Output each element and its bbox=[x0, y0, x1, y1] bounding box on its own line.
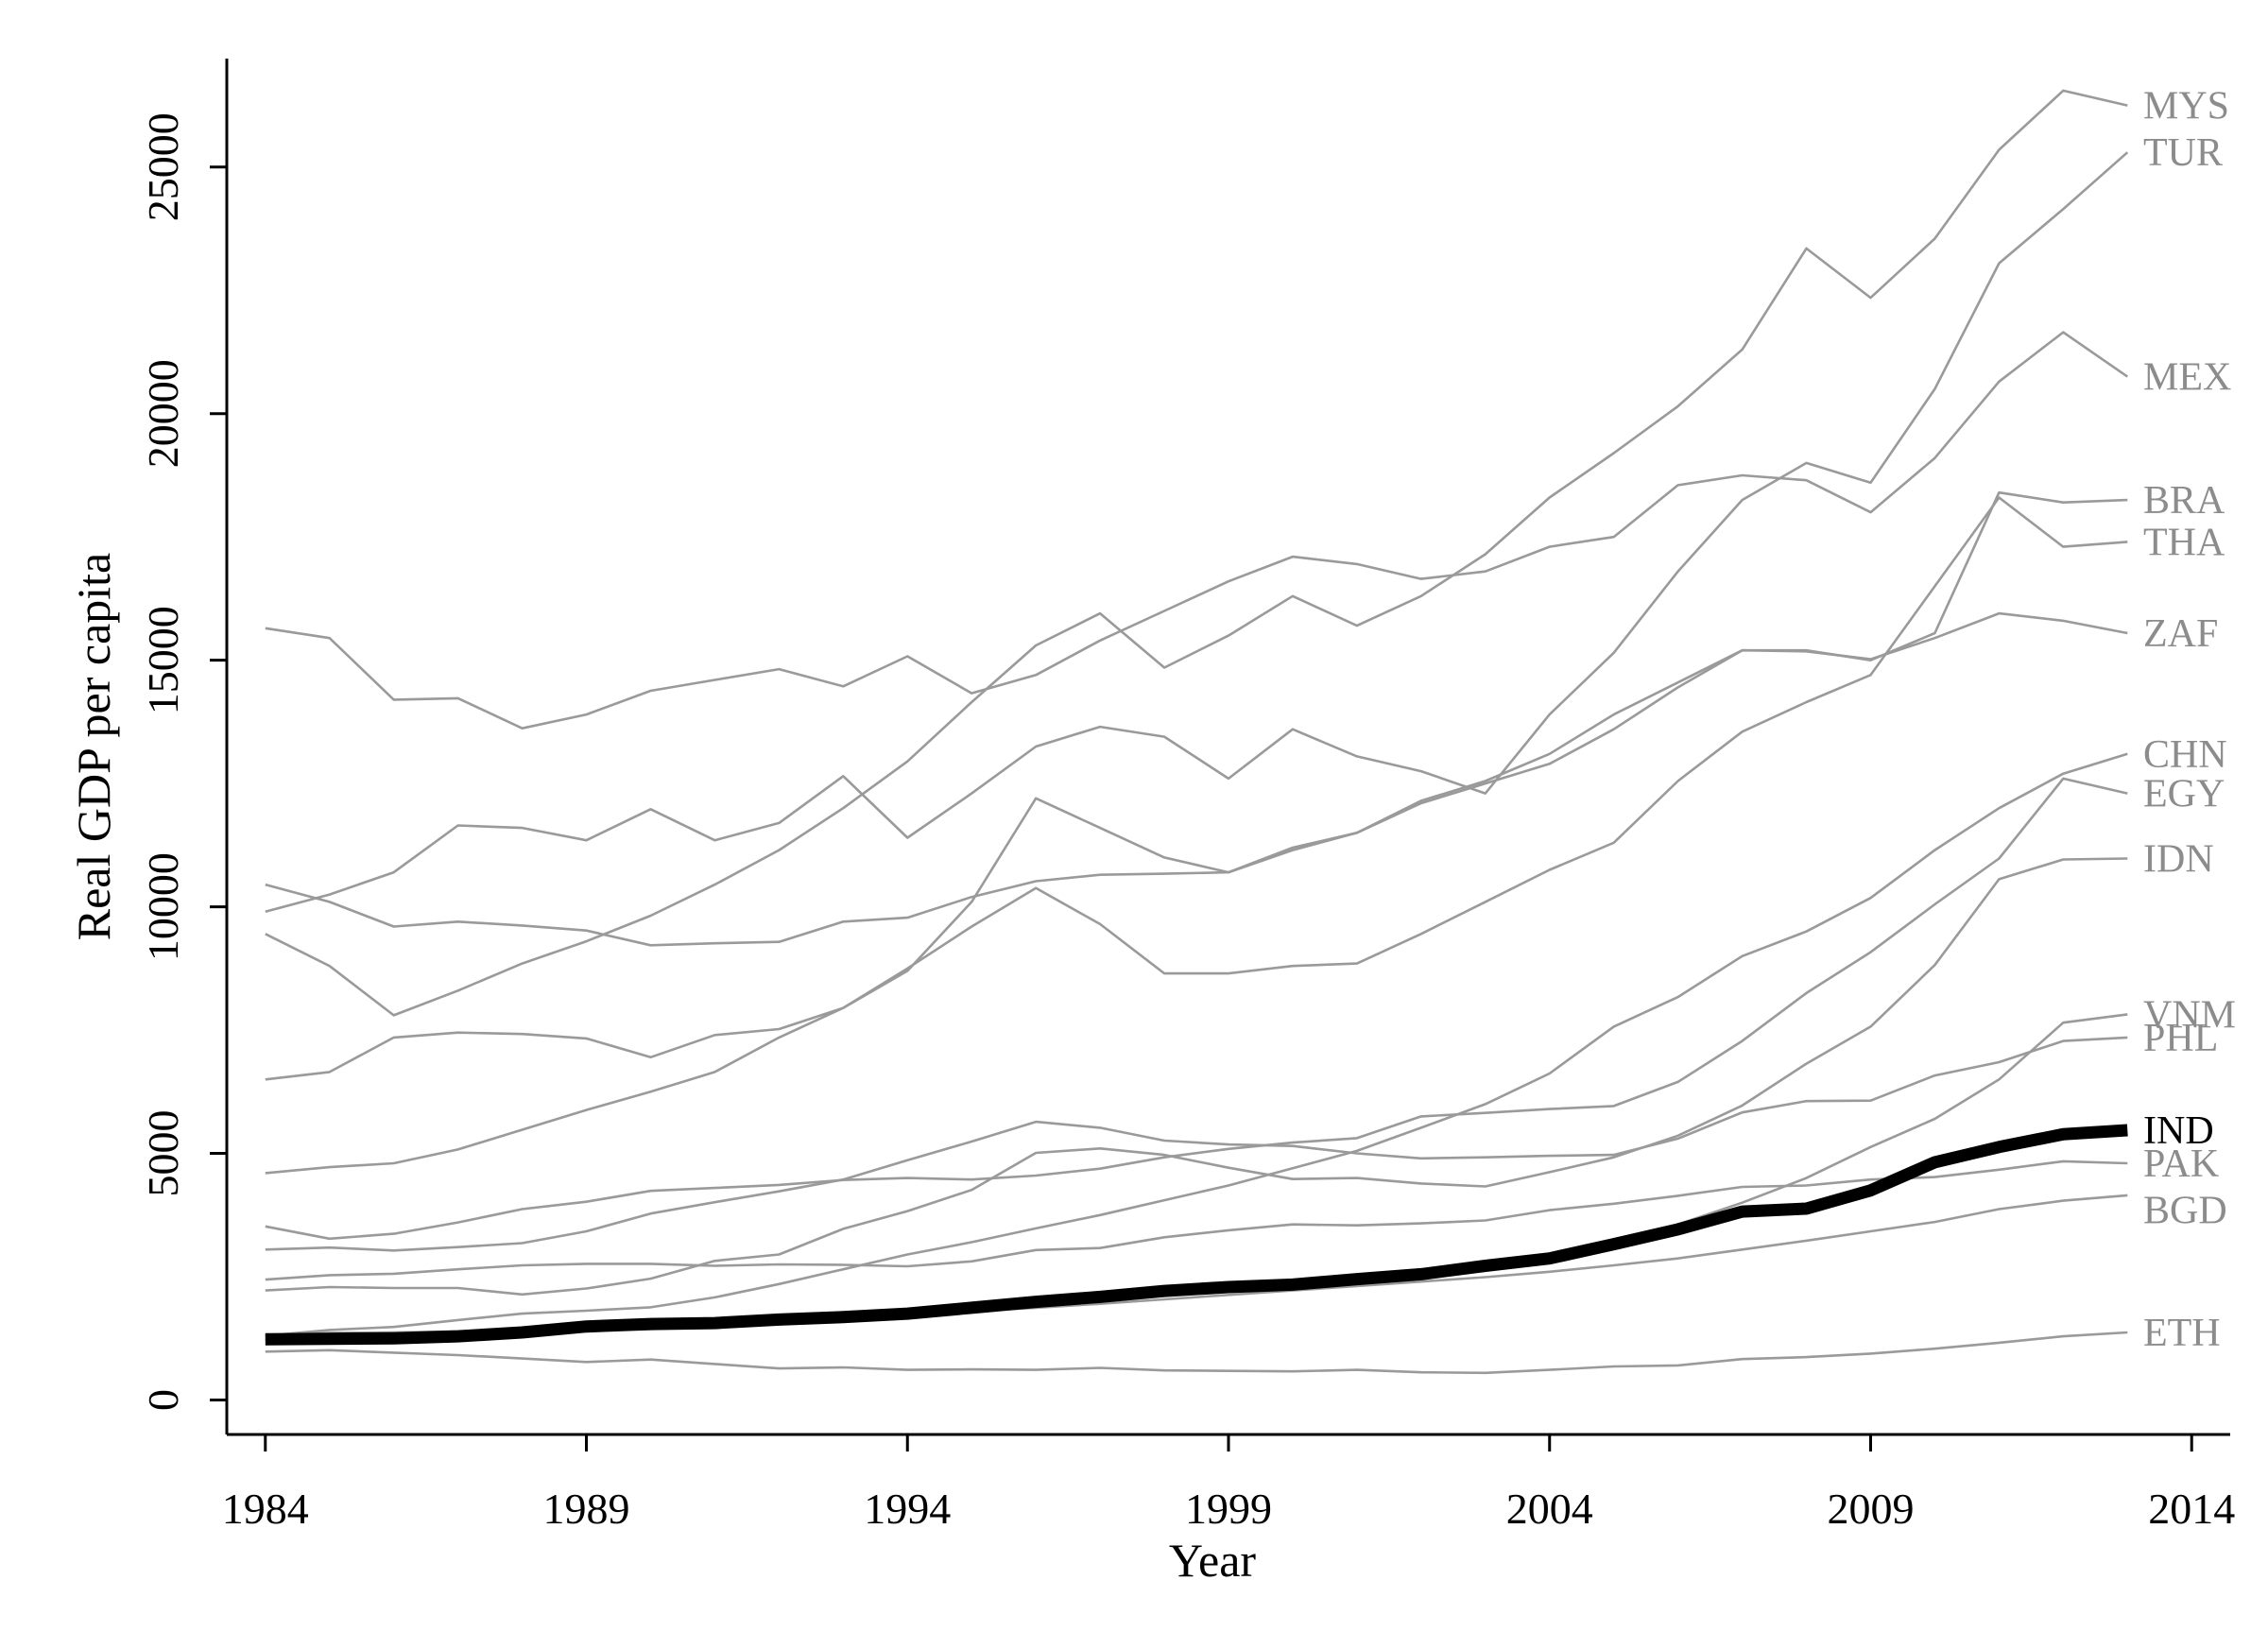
series-label-pak: PAK bbox=[2143, 1142, 2219, 1186]
y-tick-label: 10000 bbox=[139, 852, 187, 961]
series-label-ind: IND bbox=[2143, 1109, 2214, 1153]
x-tick-label: 2014 bbox=[2148, 1485, 2235, 1533]
series-label-bgd: BGD bbox=[2143, 1190, 2227, 1233]
x-tick-label: 1999 bbox=[1185, 1485, 1272, 1533]
y-tick-label: 15000 bbox=[139, 606, 187, 714]
y-axis-title: Real GDP per capita bbox=[67, 553, 120, 941]
series-line-chn bbox=[265, 752, 2128, 1337]
axes-layer bbox=[225, 59, 2230, 1436]
series-line-tha bbox=[265, 496, 2128, 1175]
series-line-ind bbox=[265, 1124, 2128, 1346]
x-tick-label: 2009 bbox=[1827, 1485, 1914, 1533]
series-line-tur bbox=[265, 151, 2129, 914]
series-label-mex: MEX bbox=[2143, 356, 2231, 400]
series-line-egy bbox=[265, 777, 2128, 1241]
series-line-bra bbox=[265, 490, 2128, 947]
y-tick-label: 25000 bbox=[139, 112, 187, 221]
series-line-phl bbox=[265, 1036, 2128, 1252]
series-label-chn: CHN bbox=[2143, 733, 2227, 777]
x-tick-label: 1984 bbox=[222, 1485, 309, 1533]
series-label-mys: MYS bbox=[2143, 85, 2229, 129]
y-tick-label: 20000 bbox=[139, 359, 187, 468]
x-axis-title: Year bbox=[1169, 1534, 1256, 1587]
highlight-layer bbox=[265, 1124, 2128, 1346]
series-label-bra: BRA bbox=[2143, 479, 2225, 523]
x-tick-label: 1994 bbox=[864, 1485, 951, 1533]
series-label-zaf: ZAF bbox=[2143, 612, 2218, 656]
series-label-idn: IDN bbox=[2143, 838, 2214, 882]
series-line-zaf bbox=[265, 89, 2128, 1017]
series-label-tha: THA bbox=[2143, 521, 2225, 564]
x-tick-label: 2004 bbox=[1506, 1485, 1593, 1533]
series-line-idn bbox=[265, 857, 2128, 1297]
series-line-eth bbox=[265, 1331, 2128, 1375]
series-label-phl: PHL bbox=[2143, 1017, 2218, 1060]
series-label-vnm: VNM bbox=[2143, 993, 2236, 1037]
ticks-layer: 1984 1989 1994 1999 2004 2009 2014 0 5000 10000 15… bbox=[139, 112, 2235, 1533]
y-tick-label: 0 bbox=[139, 1389, 187, 1411]
series-layer bbox=[265, 89, 2129, 1375]
x-tick-label: 1989 bbox=[543, 1485, 630, 1533]
y-tick-label: 5000 bbox=[139, 1110, 187, 1197]
series-label-eth: ETH bbox=[2143, 1312, 2221, 1355]
series-label-tur: TUR bbox=[2143, 131, 2223, 175]
series-label-egy: EGY bbox=[2143, 773, 2225, 816]
series-line-mex bbox=[265, 331, 2129, 730]
series-line-pak bbox=[265, 1159, 2128, 1281]
